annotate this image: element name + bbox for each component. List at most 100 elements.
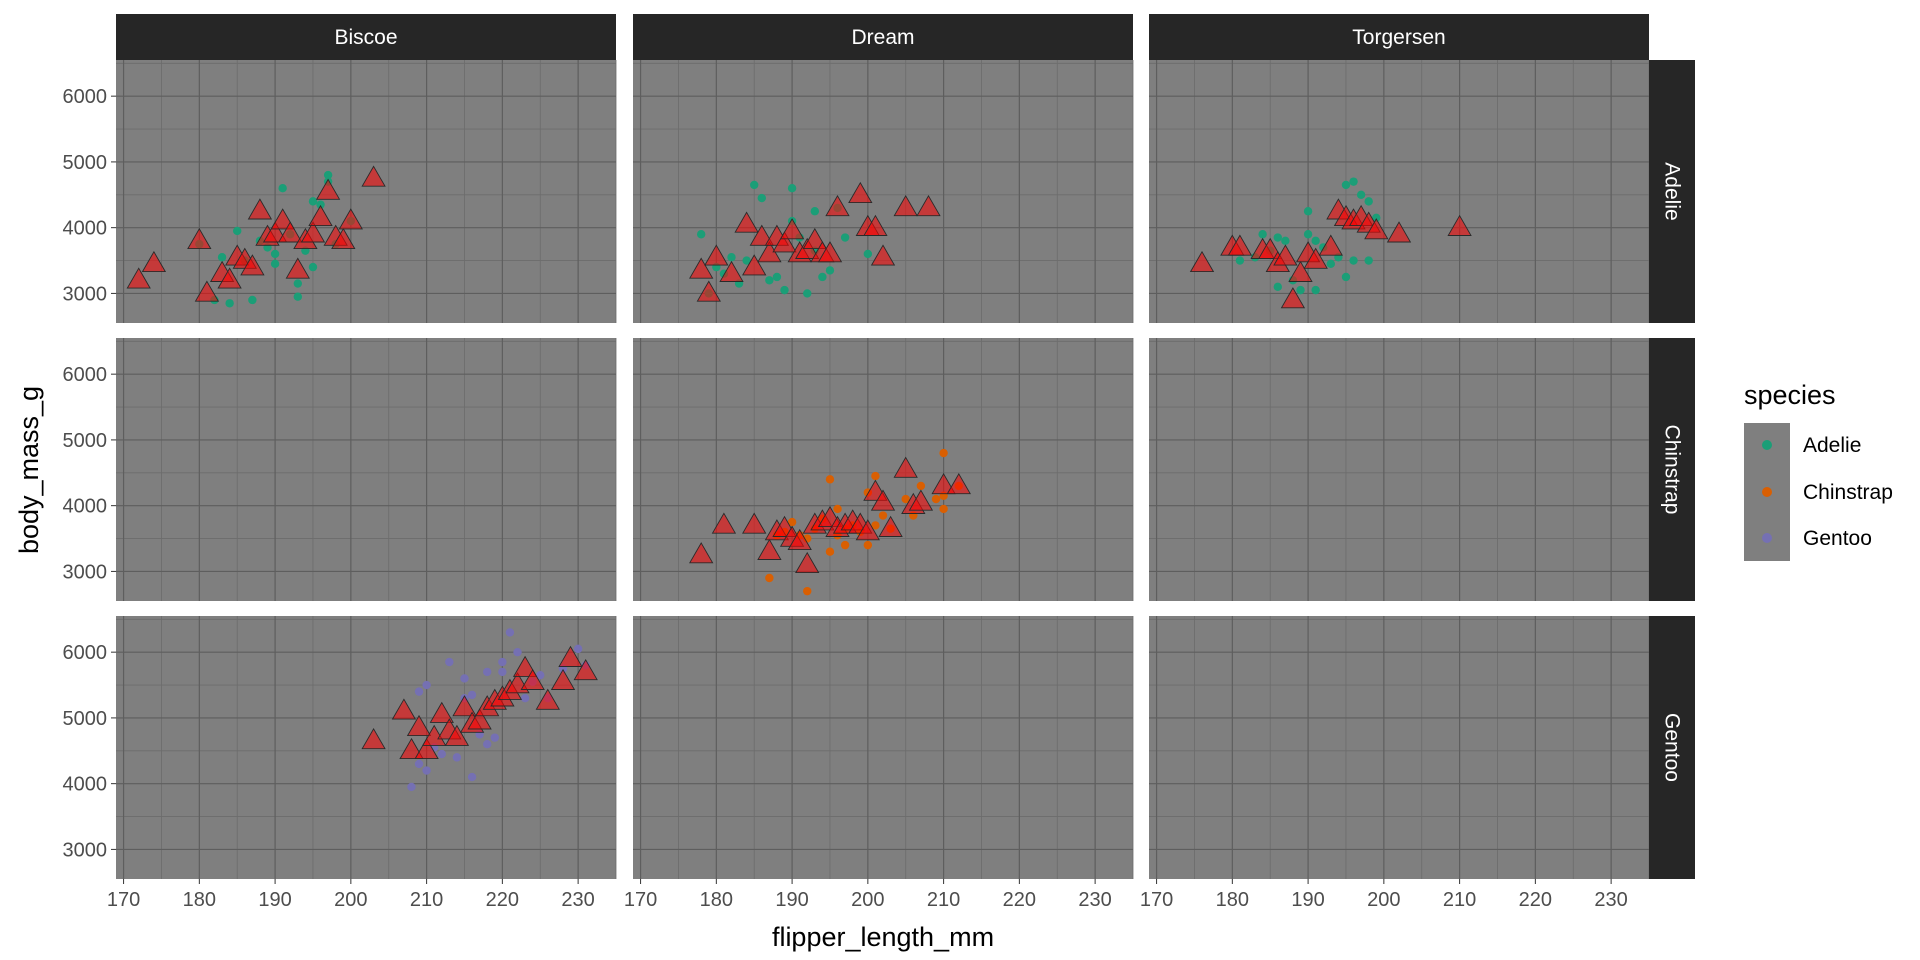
marks-dream-chinstrap <box>689 448 971 596</box>
data-triangle-adelie <box>916 194 941 217</box>
data-triangle-chinstrap <box>855 519 880 541</box>
data-point-adelie <box>765 276 774 285</box>
x-tick-label: 210 <box>1443 889 1476 911</box>
data-point-gentoo <box>498 657 507 667</box>
data-point-adelie <box>1281 236 1290 246</box>
data-point-adelie <box>1349 177 1358 186</box>
legend-label-adelie: Adelie <box>1803 434 1861 457</box>
data-triangle-gentoo <box>550 668 576 690</box>
strip-gentoo-background <box>1649 616 1695 879</box>
data-triangle-adelie <box>848 181 873 204</box>
data-point-adelie <box>248 295 257 305</box>
legend-entry-chinstrap: Chinstrap <box>1762 481 1893 504</box>
y-tick-label: 3000 <box>63 283 108 305</box>
data-point-adelie <box>323 170 333 180</box>
x-tick-label: 220 <box>1003 889 1036 911</box>
data-triangle-adelie <box>719 260 744 282</box>
data-triangle-adelie <box>270 208 295 230</box>
marks-layer <box>126 165 1472 792</box>
data-point-adelie <box>1356 190 1366 199</box>
x-tick-label: 210 <box>927 889 960 911</box>
data-point-gentoo <box>467 690 477 700</box>
x-tick-label: 230 <box>561 889 594 911</box>
x-tick-label: 190 <box>775 889 808 911</box>
x-tick-label: 190 <box>1291 889 1324 911</box>
legend-entry-adelie: Adelie <box>1762 434 1861 457</box>
data-point-chinstrap <box>939 448 948 458</box>
data-triangle-gentoo <box>414 737 439 760</box>
data-point-gentoo <box>437 749 446 759</box>
data-triangle-adelie <box>278 221 303 243</box>
legend-label-chinstrap: Chinstrap <box>1803 481 1893 504</box>
data-triangle-adelie <box>893 194 918 217</box>
strip-chinstrap-background <box>1649 338 1695 601</box>
data-point-adelie <box>225 299 234 308</box>
data-triangle-adelie <box>802 227 827 250</box>
data-triangle-adelie <box>1447 214 1472 236</box>
data-triangle-adelie <box>689 257 714 279</box>
y-tick-label: 6000 <box>63 364 108 386</box>
y-tick-label: 4000 <box>63 496 108 518</box>
data-point-gentoo <box>513 647 522 657</box>
x-tick-label: 200 <box>334 889 367 911</box>
data-triangle-adelie <box>696 280 721 302</box>
data-point-adelie <box>803 289 812 298</box>
data-point-adelie <box>1273 282 1282 292</box>
y-tick-label: 5000 <box>63 708 108 730</box>
data-triangle-adelie <box>779 218 805 240</box>
data-point-adelie <box>818 272 827 282</box>
marks-torgersen-adelie <box>1189 177 1472 309</box>
data-point-adelie <box>810 207 820 216</box>
data-triangle-adelie <box>194 280 220 302</box>
data-triangle-adelie <box>704 244 729 266</box>
x-tick-label: 180 <box>700 889 733 911</box>
panel-torgersen-gentoo <box>1149 616 1650 879</box>
data-point-adelie <box>863 249 873 259</box>
data-point-adelie <box>270 259 280 269</box>
x-tick-label: 200 <box>1367 889 1400 911</box>
data-triangle-gentoo <box>512 655 538 677</box>
x-tick-label: 170 <box>624 889 657 911</box>
data-point-adelie <box>308 262 318 272</box>
y-tick-label: 6000 <box>63 86 108 108</box>
data-triangle-adelie <box>825 194 850 217</box>
data-triangle-adelie <box>1273 244 1298 266</box>
x-tick-label: 190 <box>258 889 291 911</box>
data-triangle-adelie <box>742 254 767 276</box>
panel-dream-gentoo-background <box>633 616 1133 879</box>
marks-biscoe-gentoo <box>361 628 598 792</box>
strip-torgersen: Torgersen <box>1149 14 1649 60</box>
data-triangle-adelie <box>126 267 151 289</box>
data-triangle-gentoo <box>558 645 583 667</box>
data-point-adelie <box>840 233 850 242</box>
data-triangle-chinstrap <box>689 542 714 564</box>
data-point-gentoo <box>483 667 492 677</box>
data-triangle-adelie <box>870 244 896 266</box>
panel-torgersen-adelie-background <box>1149 60 1649 323</box>
data-triangle-chinstrap <box>711 512 737 534</box>
strip-dream: Dream <box>633 14 1133 60</box>
data-triangle-adelie <box>749 224 774 246</box>
data-triangle-chinstrap <box>893 456 918 478</box>
marks-dream-adelie <box>689 180 941 302</box>
data-point-adelie <box>1311 236 1320 246</box>
data-triangle-gentoo <box>452 695 477 717</box>
data-triangle-gentoo <box>467 708 492 730</box>
data-triangle-gentoo <box>573 658 598 681</box>
data-point-chinstrap <box>863 540 873 550</box>
data-triangle-chinstrap <box>931 472 956 495</box>
panel-torgersen-gentoo-background <box>1149 616 1649 879</box>
data-triangle-adelie <box>217 267 242 289</box>
data-triangle-chinstrap <box>908 489 934 511</box>
data-point-adelie <box>233 226 242 236</box>
data-point-adelie <box>1364 256 1373 265</box>
y-tick-label: 3000 <box>63 561 108 583</box>
data-point-chinstrap <box>803 586 812 596</box>
data-triangle-adelie <box>1280 287 1306 309</box>
panel-biscoe-chinstrap-background <box>116 338 616 601</box>
data-point-adelie <box>772 272 782 282</box>
data-point-chinstrap <box>916 481 926 491</box>
data-triangle-adelie <box>1227 234 1253 256</box>
data-point-adelie <box>316 200 325 209</box>
data-triangle-gentoo <box>429 701 454 723</box>
